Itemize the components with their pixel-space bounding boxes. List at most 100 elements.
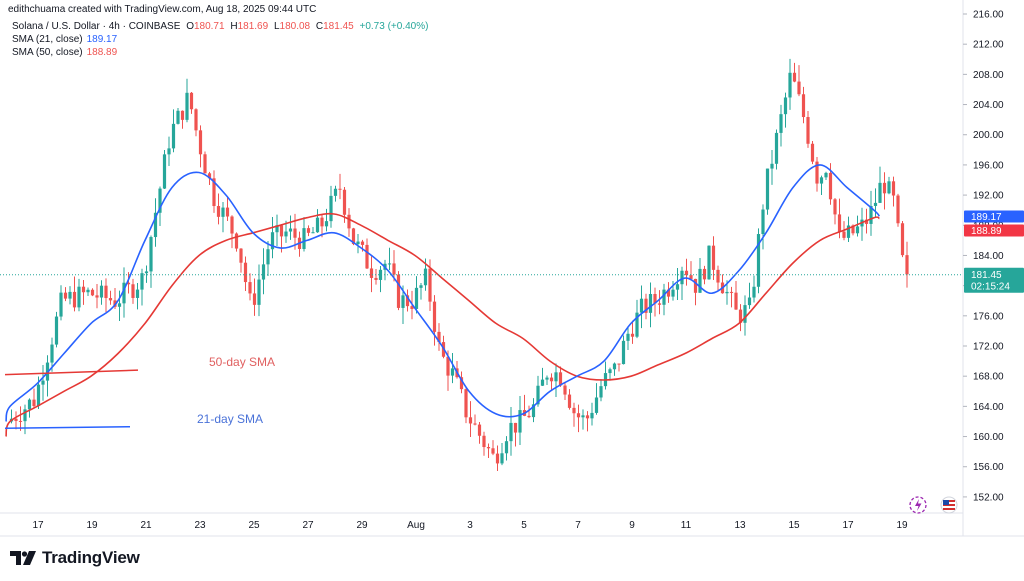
candle-body (711, 245, 716, 270)
candle-body (302, 228, 306, 249)
candle-body (207, 173, 212, 179)
sma-lines (5, 164, 881, 437)
candle-body (126, 282, 131, 285)
candle-body (576, 413, 581, 418)
sma50-tag-label: 188.89 (971, 226, 1002, 237)
candle-body (365, 244, 369, 269)
y-tick-label: 200.00 (973, 130, 1004, 141)
candle-body (558, 372, 563, 386)
y-tick-label: 212.00 (973, 40, 1004, 51)
candle-body (756, 234, 761, 287)
candle-body (90, 289, 95, 296)
candle-body (738, 309, 743, 323)
y-tick-label: 172.00 (973, 342, 1004, 353)
candle-body (288, 228, 293, 232)
candle-body (167, 148, 171, 155)
candle-body (225, 207, 230, 217)
candle-body (810, 143, 815, 162)
candle-body (900, 223, 905, 256)
y-tick-label: 156.00 (973, 462, 1004, 473)
candle-body (725, 291, 729, 294)
sma21-value: 189.17 (86, 34, 118, 45)
candle-body (230, 216, 234, 234)
candle-body (675, 284, 680, 290)
chart-icons[interactable] (909, 496, 958, 514)
candle-body (626, 333, 630, 341)
tradingview-logo[interactable]: TradingView (10, 548, 140, 568)
candle-body (221, 207, 225, 217)
candle-body (486, 447, 491, 449)
candle-body (689, 275, 693, 279)
candle-body (729, 291, 734, 293)
candle-body (171, 123, 176, 149)
candle-body (140, 273, 144, 290)
candle-body (405, 295, 410, 307)
sma21-tag-label: 189.17 (971, 212, 1002, 223)
y-tick-label: 192.00 (973, 191, 1004, 202)
candle-body (873, 202, 878, 206)
candle-body (531, 404, 536, 418)
tradingview-logo-icon (10, 551, 36, 565)
candle-body (36, 384, 41, 407)
candle-body (855, 226, 860, 234)
candle-body (284, 231, 288, 237)
candle-body (324, 221, 329, 227)
sma21-line (5, 164, 881, 422)
candle-body (180, 110, 185, 120)
x-tick-label: 17 (842, 520, 854, 531)
candle-body (702, 268, 707, 280)
candle-body (693, 278, 698, 293)
candle-body (68, 291, 72, 299)
high-label: H (230, 21, 238, 32)
candle-body (464, 389, 468, 418)
candle-body (203, 154, 207, 174)
candle-body (527, 415, 531, 418)
candle-body (585, 415, 590, 419)
candle-body (891, 181, 896, 196)
candle-body (198, 130, 203, 155)
candle-body (639, 298, 644, 313)
candle-body (752, 286, 756, 298)
high-value: 181.69 (237, 21, 269, 32)
candle-body (158, 188, 162, 213)
candle-body (135, 289, 140, 298)
candle-body (329, 195, 333, 222)
y-tick-label: 216.00 (973, 10, 1004, 21)
x-tick-label: Aug (407, 520, 425, 531)
candle-body (63, 292, 68, 299)
close-label: C (315, 21, 324, 32)
candle-body (554, 372, 558, 382)
candle-body (878, 182, 882, 203)
candle-body (32, 399, 36, 407)
us-flag-icon[interactable] (940, 496, 958, 514)
candle-body (27, 399, 32, 410)
candle-body (356, 241, 360, 245)
candle-body (653, 293, 657, 304)
candle-body (144, 271, 149, 274)
candle-body (837, 214, 842, 232)
x-tick-label: 19 (896, 520, 908, 531)
y-axis: 152.00 156.00 160.00 164.00 168.00 172.00 176.… (963, 10, 1004, 503)
candle-body (266, 249, 270, 265)
y-tick-label: 160.00 (973, 432, 1004, 443)
sma21-label: SMA (21, close) (12, 34, 83, 45)
candle-body (428, 268, 432, 302)
replay-icon[interactable] (909, 496, 927, 514)
candle-body (666, 289, 671, 297)
candle-body (635, 312, 639, 337)
candle-body (117, 303, 122, 307)
sma50-value: 188.89 (86, 47, 118, 58)
sma21-tag-bg (964, 210, 1024, 223)
candle-body (212, 178, 216, 207)
candle-body (536, 385, 540, 405)
candle-body (662, 289, 666, 305)
candle-body (500, 453, 504, 464)
candle-body (279, 225, 284, 237)
candle-body (887, 181, 891, 194)
candle-body (131, 284, 135, 298)
candle-body (351, 228, 356, 245)
candle-body (414, 287, 419, 309)
candle-body (468, 417, 473, 424)
y-tick-label: 176.00 (973, 311, 1004, 322)
